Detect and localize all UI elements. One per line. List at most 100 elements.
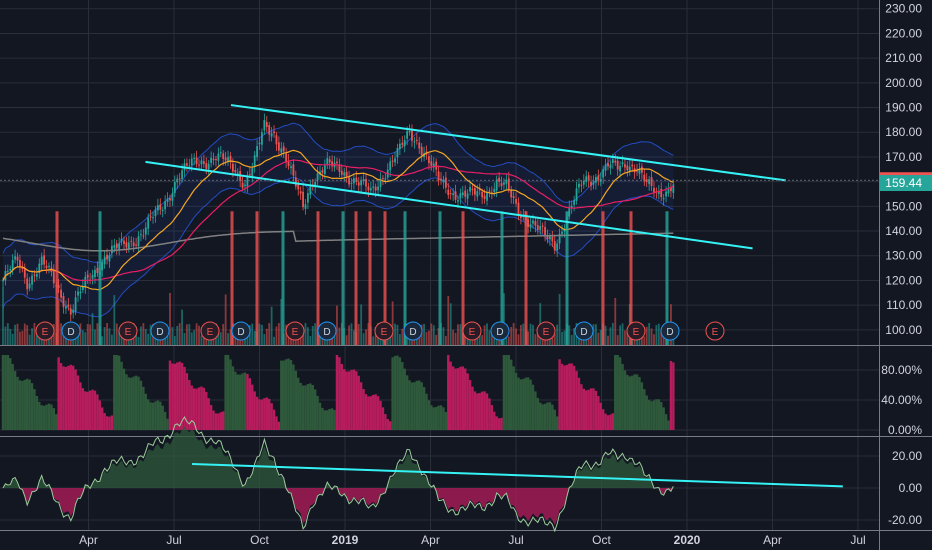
volume-bar bbox=[115, 323, 118, 345]
oscillator-bar bbox=[352, 369, 356, 430]
oscillator-bar bbox=[650, 401, 653, 430]
candle-body bbox=[84, 276, 87, 288]
event-highlight-bar bbox=[629, 211, 633, 345]
oscillator-bar bbox=[323, 410, 327, 430]
candle-body bbox=[212, 158, 215, 161]
dividend-marker[interactable]: D bbox=[660, 321, 680, 341]
volume-bar bbox=[21, 330, 24, 345]
candle-body bbox=[500, 183, 503, 187]
earnings-marker[interactable]: E bbox=[705, 321, 725, 341]
oscillator-bar bbox=[253, 391, 256, 430]
volume-bar bbox=[447, 295, 450, 345]
candle-body bbox=[277, 142, 280, 151]
candle-body bbox=[241, 182, 244, 188]
volume-bar bbox=[660, 331, 663, 345]
candle-body bbox=[469, 186, 471, 192]
event-highlight-bar bbox=[438, 211, 442, 345]
earnings-marker[interactable]: E bbox=[35, 321, 55, 341]
oscillator-pane[interactable] bbox=[1, 355, 675, 430]
earnings-marker[interactable]: E bbox=[374, 321, 394, 341]
volume-bar bbox=[79, 323, 82, 345]
earnings-marker[interactable]: E bbox=[200, 321, 220, 341]
event-marker-label: D bbox=[67, 327, 74, 338]
candle-body bbox=[94, 269, 96, 278]
oscillator-bar bbox=[565, 364, 569, 430]
dividend-marker[interactable]: D bbox=[231, 321, 251, 341]
candle-body bbox=[585, 176, 588, 182]
oscillator-bar bbox=[47, 403, 51, 430]
candle-body bbox=[645, 179, 648, 183]
dividend-marker[interactable]: D bbox=[150, 321, 170, 341]
candle-body bbox=[285, 153, 288, 163]
fast-moving-average bbox=[2, 149, 674, 291]
candle-body bbox=[287, 160, 290, 167]
dividend-marker[interactable]: D bbox=[61, 321, 81, 341]
candle-body bbox=[367, 186, 370, 191]
candle-body bbox=[580, 184, 583, 186]
event-highlight-bar bbox=[461, 211, 465, 345]
candle-body bbox=[222, 153, 225, 159]
momentum-tick-label: 20.00 bbox=[892, 449, 922, 463]
candle-body bbox=[372, 186, 375, 188]
oscillator-bar bbox=[79, 382, 82, 430]
candle-body bbox=[103, 256, 106, 265]
earnings-marker[interactable]: E bbox=[118, 321, 138, 341]
oscillator-bar bbox=[313, 389, 317, 430]
candle-body bbox=[147, 217, 150, 229]
candle-body bbox=[575, 188, 578, 201]
candle-body bbox=[123, 240, 125, 244]
oscillator-bar bbox=[364, 394, 368, 430]
candle-body bbox=[505, 179, 508, 184]
volume-bar bbox=[580, 335, 583, 345]
momentum-pane[interactable] bbox=[2, 416, 843, 533]
dividend-marker[interactable]: D bbox=[574, 321, 594, 341]
volume-bar bbox=[442, 327, 445, 345]
dividend-marker[interactable]: D bbox=[490, 321, 510, 341]
volume-bar bbox=[430, 323, 433, 345]
oscillator-bar bbox=[543, 403, 547, 430]
earnings-marker[interactable]: E bbox=[536, 321, 556, 341]
oscillator-bar bbox=[623, 370, 627, 430]
volume-bar bbox=[558, 293, 561, 345]
volume-bar bbox=[653, 334, 655, 345]
candle-body bbox=[403, 139, 406, 147]
dividend-marker[interactable]: D bbox=[317, 321, 337, 341]
volume-bar bbox=[171, 327, 174, 345]
oscillator-bar bbox=[62, 366, 65, 430]
oscillator-bar bbox=[645, 395, 648, 430]
volume-bar bbox=[248, 325, 251, 345]
volume-bar bbox=[595, 324, 597, 345]
candle-body bbox=[2, 280, 4, 282]
oscillator-bar bbox=[347, 371, 351, 430]
oscillator-bar bbox=[471, 386, 474, 430]
volume-bar bbox=[486, 323, 488, 345]
oscillator-bar bbox=[539, 402, 542, 430]
volume-bar bbox=[193, 330, 196, 345]
oscillator-bar bbox=[652, 400, 656, 430]
candle-body bbox=[265, 121, 268, 127]
oscillator-bar bbox=[357, 375, 360, 430]
dividend-marker[interactable]: D bbox=[403, 321, 423, 341]
oscillator-bar bbox=[359, 382, 363, 430]
candle-body bbox=[169, 198, 171, 201]
oscillator-bar bbox=[514, 372, 518, 430]
earnings-marker[interactable]: E bbox=[626, 321, 646, 341]
oscillator-bar bbox=[132, 376, 135, 430]
earnings-marker[interactable]: E bbox=[285, 321, 305, 341]
candle-body bbox=[81, 285, 84, 290]
volume-bar bbox=[604, 325, 607, 345]
trendline bbox=[145, 160, 753, 250]
oscillator-bar bbox=[601, 409, 605, 430]
volume-bar bbox=[599, 329, 602, 345]
candle-body bbox=[519, 215, 522, 218]
x-tick-label: Jul bbox=[166, 533, 181, 547]
volume-bar bbox=[452, 329, 455, 345]
oscillator-bar bbox=[139, 380, 143, 430]
oscillator-bar bbox=[222, 411, 225, 430]
oscillator-bar bbox=[226, 355, 230, 430]
earnings-marker[interactable]: E bbox=[462, 321, 482, 341]
oscillator-bar bbox=[434, 407, 438, 430]
oscillator-bar bbox=[427, 400, 431, 430]
candle-body bbox=[246, 176, 249, 187]
